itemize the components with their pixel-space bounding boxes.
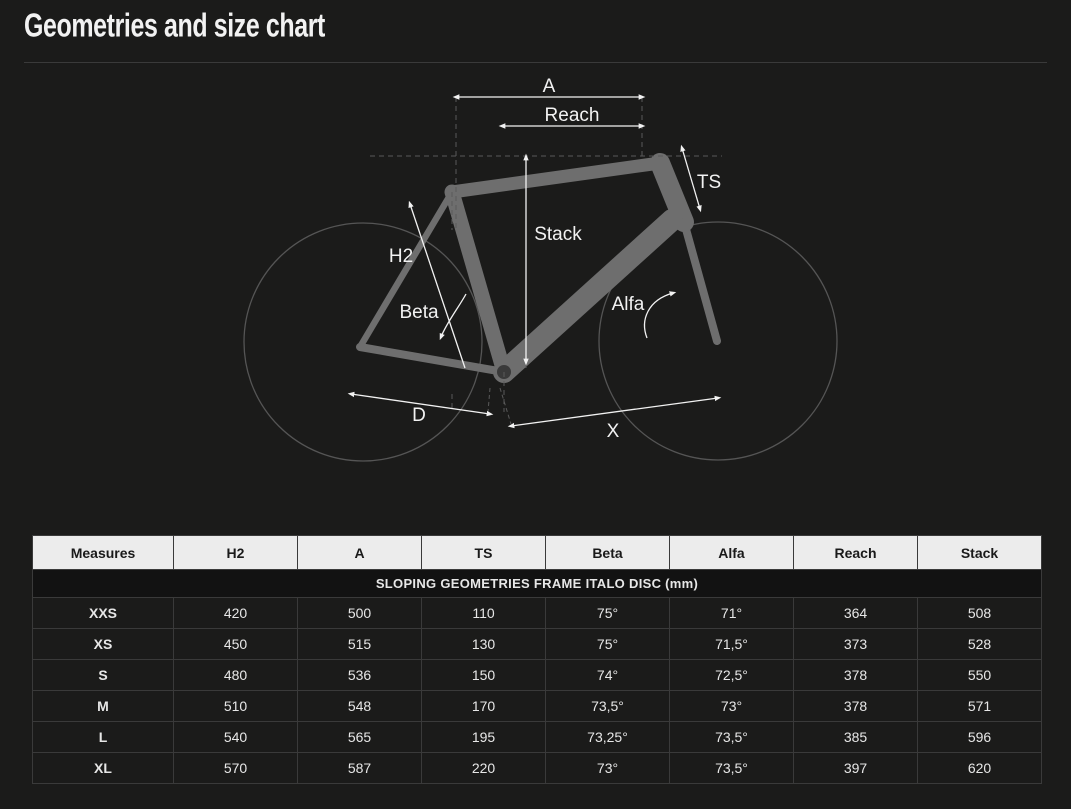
svg-text:A: A — [543, 76, 556, 97]
svg-text:X: X — [607, 421, 620, 442]
svg-text:Beta: Beta — [399, 302, 439, 323]
svg-text:TS: TS — [697, 172, 721, 193]
svg-text:Alfa: Alfa — [612, 294, 645, 315]
svg-text:H2: H2 — [389, 246, 413, 267]
svg-text:Stack: Stack — [534, 224, 582, 245]
svg-text:D: D — [412, 405, 426, 426]
svg-text:Reach: Reach — [545, 105, 600, 126]
